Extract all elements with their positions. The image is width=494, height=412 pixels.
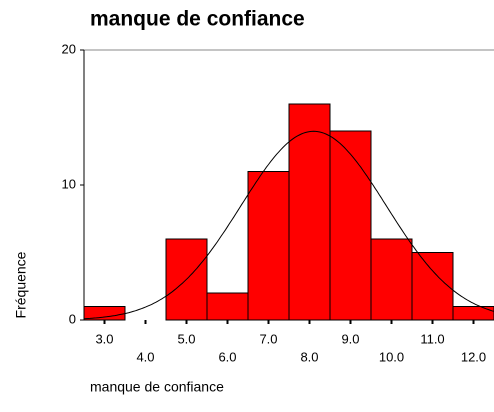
x-tick-label: 11.0 — [420, 331, 444, 346]
normal-curve — [83, 130, 494, 320]
x-tick-label: 6.0 — [218, 349, 236, 364]
bar — [288, 103, 331, 321]
x-axis-label: manque de confiance — [90, 379, 224, 395]
x-tick-label: 8.0 — [300, 349, 318, 364]
bar — [206, 292, 249, 321]
bar — [370, 238, 413, 321]
x-tick-label: 7.0 — [259, 331, 277, 346]
x-tick-label: 4.0 — [136, 349, 154, 364]
x-tick-label: 3.0 — [95, 331, 113, 346]
bar — [247, 171, 290, 321]
x-tick-label: 12.0 — [461, 349, 486, 364]
x-tick-label: 9.0 — [341, 331, 359, 346]
y-axis-label: Fréquence — [13, 251, 29, 318]
x-tick-label: 5.0 — [177, 331, 195, 346]
chart-title: manque de confiance — [90, 8, 305, 31]
y-tick-label: 20 — [62, 41, 76, 56]
bar — [411, 252, 454, 321]
y-tick-label: 0 — [69, 311, 76, 326]
y-tick-label: 10 — [62, 176, 76, 191]
bar — [329, 130, 372, 321]
x-tick-label: 10.0 — [379, 349, 404, 364]
bar — [452, 306, 494, 321]
